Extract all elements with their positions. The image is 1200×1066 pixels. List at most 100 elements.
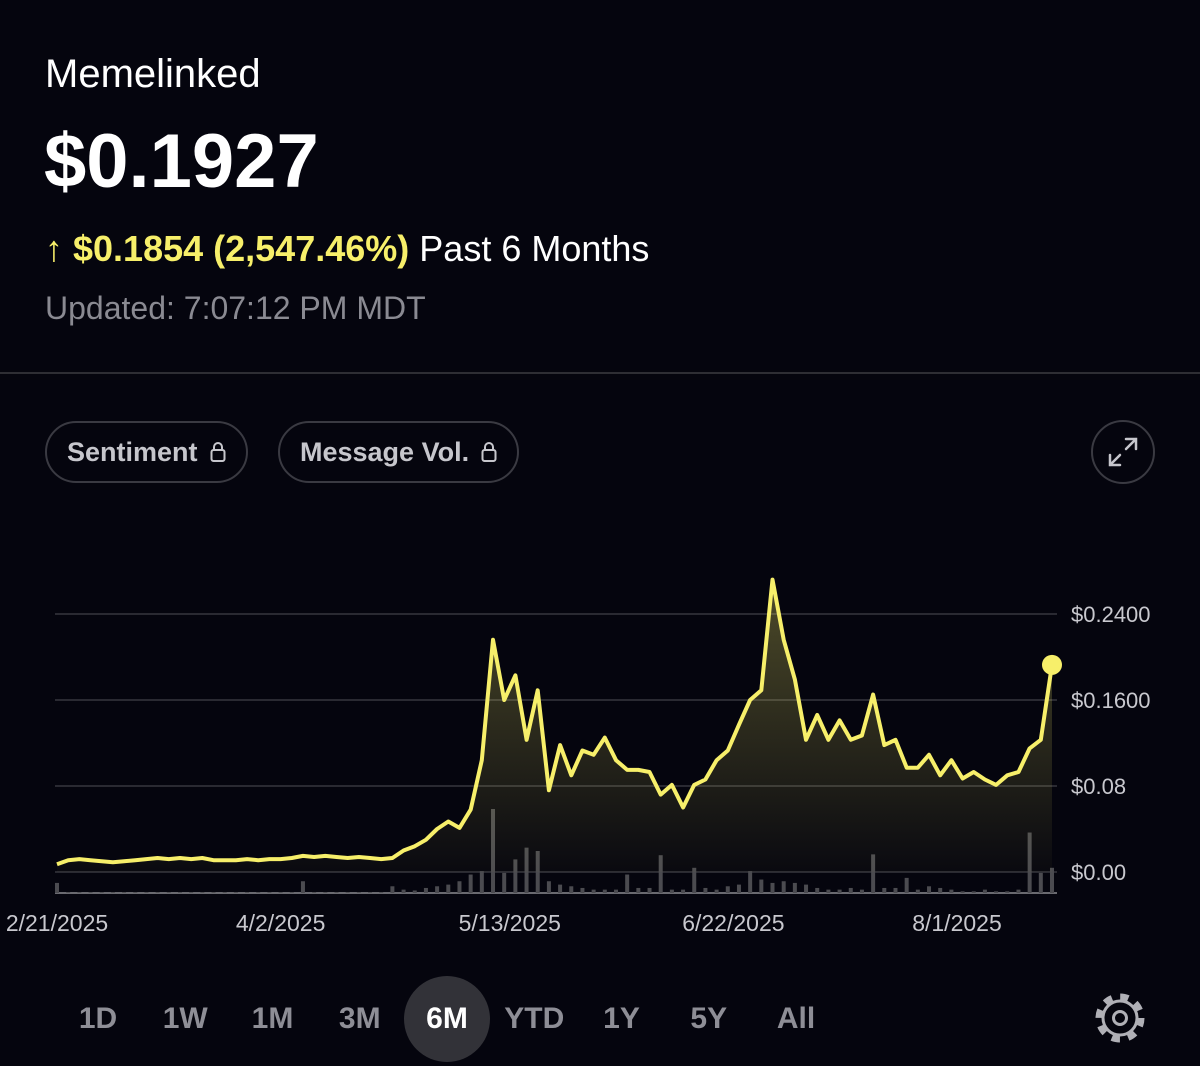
x-tick-label: 4/2/2025 [236,910,326,936]
volume-bar [133,892,138,893]
volume-bar [960,891,965,893]
settings-button[interactable] [1090,988,1150,1053]
volume-bar [1050,867,1054,893]
x-tick-label: 5/13/2025 [459,910,561,936]
volume-bar [636,887,641,893]
volume-bar [278,892,283,893]
price: $0.1927 [44,119,319,204]
range-button[interactable]: 1D [78,1002,118,1035]
period: Past 6 Months [419,228,650,269]
updated-time: Updated: 7:07:12 PM MDT [45,290,426,326]
volume-bar [200,892,205,893]
volume-bar [66,892,71,893]
volume-bar [826,889,831,893]
y-tick-label: $0.1600 [1071,688,1151,713]
volume-bar [155,892,160,893]
volume-bar [692,867,697,893]
x-tick-label: 2/21/2025 [6,910,108,936]
volume-bar [714,889,719,893]
volume-bar [222,892,227,893]
sentiment-toggle[interactable]: Sentiment [45,421,248,483]
volume-bar [546,881,551,893]
range-button[interactable]: 1W [162,1002,208,1035]
y-tick-label: $0.00 [1071,860,1126,885]
volume-bar [569,886,574,893]
range-button[interactable]: 6M [404,976,490,1062]
volume-bar [613,889,618,893]
volume-bar [144,892,149,893]
expand-icon [1108,437,1138,467]
asset-name: Memelinked [45,52,261,96]
lock-icon [210,442,226,462]
y-tick-label: $0.08 [1071,774,1126,799]
volume-bar [725,886,730,893]
toggle-label: Sentiment [67,436,198,467]
volume-bar [669,889,674,893]
range-button[interactable]: 1M [251,1002,294,1035]
volume-bar [334,892,339,893]
volume-bar [356,892,361,893]
volume-bar [513,859,518,893]
volume-bar [915,889,920,893]
volume-bar [1038,872,1043,893]
volume-bar [904,877,909,893]
volume-bar [479,871,484,893]
volume-bar [256,892,261,893]
volume-bar [267,892,272,893]
volume-bar [837,889,842,893]
range-button[interactable]: YTD [504,1002,565,1035]
volume-bar [177,892,182,893]
volume-bar [792,882,797,893]
volume-bar [871,854,876,893]
volume-bar [804,884,809,893]
volume-bar [1016,889,1021,893]
expand-button[interactable] [1091,420,1155,484]
volume-bar [189,892,194,893]
range-button[interactable]: 5Y [690,1002,728,1035]
volume-bar [625,874,630,893]
volume-bar [815,887,820,893]
volume-bar [502,872,507,893]
volume-bar [1005,891,1010,893]
volume-bar [770,882,775,893]
volume-bar [736,884,741,893]
volume-bar [681,889,686,893]
toggle-label: Message Vol. [300,436,470,467]
volume-bar [971,891,976,893]
volume-bar [938,887,943,893]
volume-bar [55,882,59,893]
separator [0,372,1200,374]
volume-bar [412,890,417,893]
range-button[interactable]: 3M [338,1002,381,1035]
volume-bar [994,891,999,893]
range-button[interactable]: 1Y [603,1002,640,1035]
lock-icon [481,442,497,462]
volume-bar [781,881,786,893]
volume-bar [591,889,596,893]
volume-bar [245,892,250,893]
range-button[interactable]: All [776,1002,816,1035]
volume-bar [368,892,373,893]
price-change: ↑ $0.1854 (2,547.46%) [45,228,410,269]
volume-bar [401,889,406,893]
price-line [56,577,1054,867]
volume-bar [703,887,708,893]
volume-bar [859,889,864,893]
volume-bar [949,889,954,893]
volume-bar [927,886,932,893]
volume-bar [77,892,82,893]
gear-icon [1095,993,1145,1043]
volume-bar [99,892,104,893]
volume-bar [468,874,473,893]
volume-bar [233,892,238,893]
volume-bar [982,889,987,893]
volume-bar [166,892,171,893]
message-volume-toggle[interactable]: Message Vol. [278,421,520,483]
volume-bar [748,871,753,893]
volume-bar [345,892,350,893]
x-tick-label: 6/22/2025 [682,910,784,936]
volume-bar [379,892,384,893]
x-tick-label: 8/1/2025 [912,910,1002,936]
last-point [1042,654,1062,675]
